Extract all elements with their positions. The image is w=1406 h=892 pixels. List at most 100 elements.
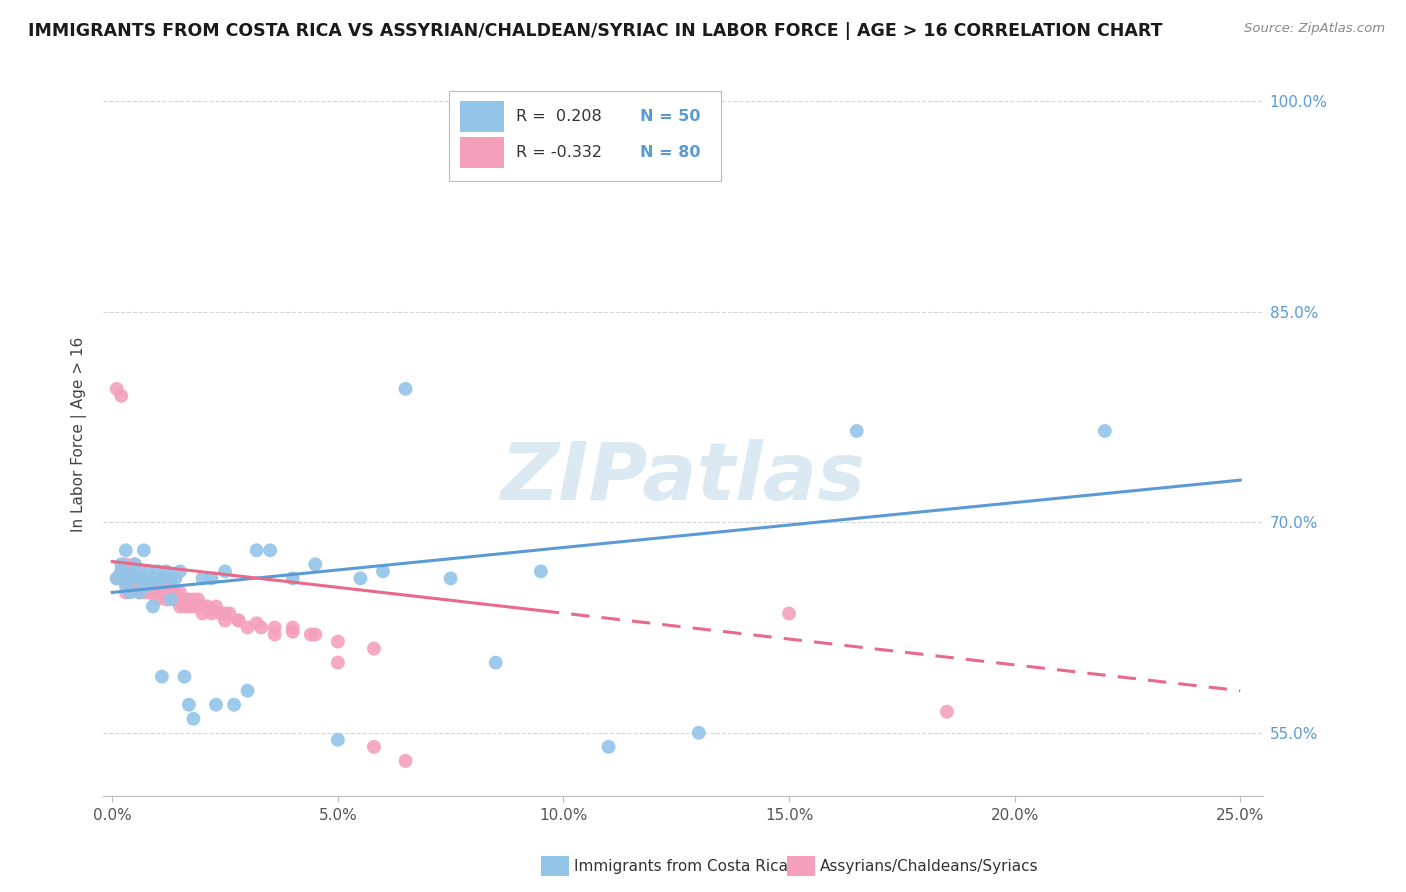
Point <box>120 578 142 592</box>
Point <box>142 578 165 592</box>
Point <box>132 585 155 599</box>
Point <box>326 656 349 670</box>
FancyBboxPatch shape <box>460 137 505 168</box>
Text: Immigrants from Costa Rica: Immigrants from Costa Rica <box>574 859 787 873</box>
Point <box>128 585 150 599</box>
Point <box>124 571 146 585</box>
Point <box>110 565 132 579</box>
Point <box>165 585 187 599</box>
Point <box>142 571 165 585</box>
Point <box>209 607 232 621</box>
Point <box>191 571 214 585</box>
Point <box>304 558 326 572</box>
Point <box>598 739 620 754</box>
FancyBboxPatch shape <box>449 91 721 181</box>
Point <box>169 599 191 614</box>
Point <box>142 585 165 599</box>
Point <box>132 571 155 585</box>
Point <box>136 585 159 599</box>
Point <box>132 571 155 585</box>
Point <box>124 578 146 592</box>
Point <box>281 571 304 585</box>
Point <box>1094 424 1116 438</box>
Point <box>200 571 222 585</box>
Point <box>136 578 159 592</box>
Point <box>150 571 173 585</box>
Point <box>845 424 868 438</box>
Point <box>114 558 136 572</box>
Text: IMMIGRANTS FROM COSTA RICA VS ASSYRIAN/CHALDEAN/SYRIAC IN LABOR FORCE | AGE > 16: IMMIGRANTS FROM COSTA RICA VS ASSYRIAN/C… <box>28 22 1163 40</box>
Point <box>110 389 132 403</box>
Point <box>200 607 222 621</box>
Point <box>150 585 173 599</box>
Point <box>228 614 250 628</box>
Point <box>688 726 710 740</box>
Point <box>187 592 209 607</box>
Point <box>120 565 142 579</box>
Text: R = -0.332: R = -0.332 <box>516 145 602 160</box>
Point <box>195 599 218 614</box>
Point <box>169 592 191 607</box>
Point <box>128 565 150 579</box>
Point <box>236 683 259 698</box>
Point <box>128 585 150 599</box>
Point <box>114 571 136 585</box>
Text: ZIPatlas: ZIPatlas <box>501 439 866 516</box>
Point <box>128 571 150 585</box>
Point <box>150 571 173 585</box>
Point <box>155 571 177 585</box>
Point <box>146 565 169 579</box>
Point <box>440 571 463 585</box>
Point <box>183 592 205 607</box>
Point <box>530 565 553 579</box>
Point <box>110 558 132 572</box>
Point <box>136 578 159 592</box>
Point <box>150 571 173 585</box>
Point <box>105 382 128 396</box>
Point <box>120 571 142 585</box>
Point <box>191 599 214 614</box>
Point <box>114 585 136 599</box>
Point <box>132 571 155 585</box>
Text: Source: ZipAtlas.com: Source: ZipAtlas.com <box>1244 22 1385 36</box>
Point <box>183 712 205 726</box>
Text: N = 80: N = 80 <box>640 145 700 160</box>
Point <box>299 627 322 641</box>
Point <box>120 565 142 579</box>
Point <box>114 578 136 592</box>
Point <box>281 624 304 639</box>
Point <box>142 571 165 585</box>
Point <box>214 614 236 628</box>
Point <box>173 599 195 614</box>
Point <box>105 571 128 585</box>
Point <box>485 656 508 670</box>
Point <box>136 578 159 592</box>
Point <box>160 585 183 599</box>
Point <box>304 627 326 641</box>
Point <box>259 543 281 558</box>
Point <box>218 607 240 621</box>
Point <box>120 585 142 599</box>
Point <box>246 616 269 631</box>
Point <box>110 571 132 585</box>
Point <box>363 641 385 656</box>
Point <box>165 571 187 585</box>
Point <box>155 592 177 607</box>
Point <box>191 607 214 621</box>
Text: Assyrians/Chaldeans/Syriacs: Assyrians/Chaldeans/Syriacs <box>820 859 1038 873</box>
Point <box>155 565 177 579</box>
Point <box>124 558 146 572</box>
Point <box>173 592 195 607</box>
Point <box>187 599 209 614</box>
Y-axis label: In Labor Force | Age > 16: In Labor Force | Age > 16 <box>72 337 87 533</box>
Point <box>200 602 222 616</box>
Text: N = 50: N = 50 <box>640 109 700 124</box>
Point <box>165 592 187 607</box>
Point <box>136 565 159 579</box>
Point <box>169 565 191 579</box>
Point <box>124 571 146 585</box>
Point <box>110 565 132 579</box>
Point <box>105 571 128 585</box>
Point <box>146 592 169 607</box>
Point <box>173 670 195 684</box>
